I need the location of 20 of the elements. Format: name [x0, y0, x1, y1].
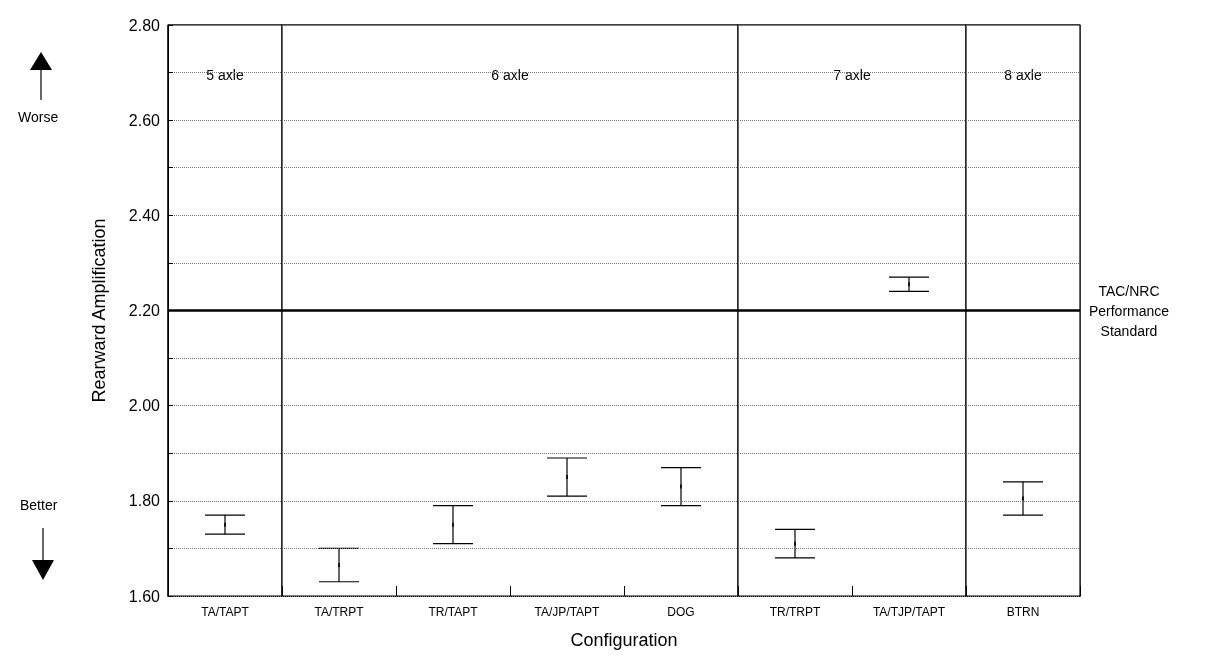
x-tick-label: TR/TAPT — [428, 605, 479, 619]
y-tick-label: 2.80 — [128, 16, 161, 34]
x-tick-label: TA/TRPT — [314, 605, 365, 619]
y-tick-label: 2.20 — [128, 302, 161, 319]
text: Worse — [18, 109, 59, 125]
y-tick-label: 2.40 — [128, 206, 161, 224]
x-tick-label: TA/TJP/TAPT — [872, 605, 946, 619]
y-axis-title: Rearward Amplification — [89, 218, 109, 403]
x-tick-label: TR/TRPT — [769, 605, 821, 619]
y-tick-label: 2.60 — [128, 111, 161, 129]
x-tick-label: BTRN — [1006, 605, 1040, 619]
x-tick-label: TA/TAPT — [201, 605, 250, 619]
x-tick-label: DOG — [667, 605, 695, 619]
x-tick-label: TA/JP/TAPT — [534, 605, 601, 619]
text: Better — [20, 497, 58, 513]
x-axis-title: Configuration — [570, 630, 678, 650]
y-tick-label: 2.00 — [128, 397, 161, 415]
y-tick-label: 1.80 — [128, 492, 161, 510]
ref-line-label: TAC/NRC Performance Standard — [1088, 282, 1170, 339]
y-tick-label: 1.60 — [128, 587, 161, 605]
